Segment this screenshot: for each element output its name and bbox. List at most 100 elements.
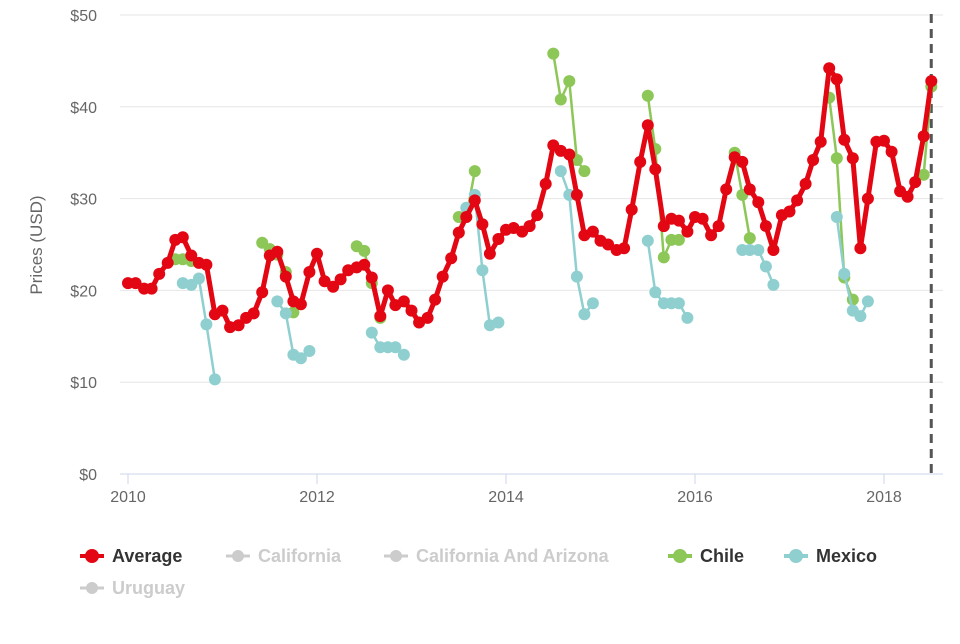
data-point[interactable] <box>452 226 465 239</box>
data-point[interactable] <box>271 245 284 258</box>
data-point[interactable] <box>570 270 583 283</box>
data-point[interactable] <box>586 297 599 310</box>
data-point[interactable] <box>232 319 245 332</box>
data-point[interactable] <box>318 275 331 288</box>
data-point[interactable] <box>917 168 930 181</box>
data-point[interactable] <box>358 258 371 271</box>
data-point[interactable] <box>657 220 670 233</box>
data-point[interactable] <box>743 183 756 196</box>
legend-item-california-and-arizona[interactable]: California And Arizona <box>384 546 610 566</box>
data-point[interactable] <box>814 135 827 148</box>
data-point[interactable] <box>586 225 599 238</box>
data-point[interactable] <box>200 258 213 271</box>
data-point[interactable] <box>807 154 820 166</box>
data-point[interactable] <box>374 310 387 323</box>
data-point[interactable] <box>129 277 142 290</box>
data-point[interactable] <box>161 256 174 269</box>
data-point[interactable] <box>208 373 221 386</box>
data-point[interactable] <box>641 119 654 132</box>
data-point[interactable] <box>830 152 843 165</box>
data-point[interactable] <box>649 163 662 176</box>
data-point[interactable] <box>145 282 158 295</box>
data-point[interactable] <box>830 211 843 223</box>
data-point[interactable] <box>861 295 874 308</box>
data-point[interactable] <box>554 93 567 106</box>
data-point[interactable] <box>672 233 685 246</box>
data-point[interactable] <box>602 238 615 251</box>
data-point[interactable] <box>563 75 576 88</box>
data-point[interactable] <box>696 212 709 225</box>
data-point[interactable] <box>823 62 836 75</box>
data-point[interactable] <box>483 247 496 260</box>
data-point[interactable] <box>641 89 654 102</box>
data-point[interactable] <box>767 244 780 256</box>
data-point[interactable] <box>311 247 323 260</box>
data-point[interactable] <box>389 341 402 354</box>
data-point[interactable] <box>712 220 725 233</box>
data-point[interactable] <box>838 133 851 146</box>
data-point[interactable] <box>854 310 867 323</box>
data-point[interactable] <box>625 203 638 216</box>
data-point[interactable] <box>405 304 418 317</box>
data-point[interactable] <box>634 155 647 168</box>
data-point[interactable] <box>681 311 694 324</box>
data-point[interactable] <box>720 183 733 196</box>
data-point[interactable] <box>783 205 796 218</box>
data-point[interactable] <box>365 326 378 339</box>
legend-item-uruguay[interactable]: Uruguay <box>80 578 185 598</box>
data-point[interactable] <box>271 295 284 308</box>
data-point[interactable] <box>476 264 489 277</box>
data-point[interactable] <box>397 295 410 308</box>
data-point[interactable] <box>327 280 340 293</box>
data-point[interactable] <box>429 293 442 306</box>
data-point[interactable] <box>492 233 505 245</box>
data-point[interactable] <box>767 278 780 291</box>
data-point[interactable] <box>736 155 749 168</box>
data-point[interactable] <box>303 266 316 278</box>
data-point[interactable] <box>672 214 685 227</box>
data-point[interactable] <box>854 242 867 255</box>
data-point[interactable] <box>618 242 631 255</box>
data-point[interactable] <box>672 297 685 310</box>
data-point[interactable] <box>901 190 914 203</box>
data-point[interactable] <box>925 75 938 88</box>
data-point[interactable] <box>185 249 198 262</box>
data-point[interactable] <box>247 307 260 320</box>
data-point[interactable] <box>885 145 898 158</box>
data-point[interactable] <box>799 177 812 190</box>
data-point[interactable] <box>468 165 481 178</box>
data-point[interactable] <box>216 304 229 317</box>
data-point[interactable] <box>397 348 410 361</box>
data-point[interactable] <box>752 196 765 209</box>
data-point[interactable] <box>917 130 930 143</box>
data-point[interactable] <box>200 318 213 331</box>
data-point[interactable] <box>838 267 851 280</box>
data-point[interactable] <box>445 252 458 265</box>
data-point[interactable] <box>547 47 560 60</box>
data-point[interactable] <box>554 165 567 178</box>
data-point[interactable] <box>861 192 874 205</box>
data-point[interactable] <box>294 352 307 365</box>
data-point[interactable] <box>878 134 890 147</box>
data-point[interactable] <box>578 165 591 178</box>
data-point[interactable] <box>759 260 772 273</box>
data-point[interactable] <box>365 271 378 284</box>
data-point[interactable] <box>381 284 394 297</box>
data-point[interactable] <box>468 194 481 207</box>
legend-item-average[interactable]: Average <box>80 546 182 566</box>
data-point[interactable] <box>681 225 694 238</box>
data-point[interactable] <box>743 232 756 245</box>
data-point[interactable] <box>294 298 307 311</box>
legend-item-chile[interactable]: Chile <box>668 546 744 566</box>
data-point[interactable] <box>539 177 552 190</box>
data-point[interactable] <box>176 231 189 244</box>
data-point[interactable] <box>563 148 576 161</box>
data-point[interactable] <box>334 273 347 286</box>
data-point[interactable] <box>303 345 316 357</box>
data-point[interactable] <box>578 308 591 321</box>
data-point[interactable] <box>752 244 765 256</box>
data-point[interactable] <box>358 244 371 257</box>
data-point[interactable] <box>192 272 205 285</box>
data-point[interactable] <box>531 209 544 222</box>
data-point[interactable] <box>830 73 843 86</box>
